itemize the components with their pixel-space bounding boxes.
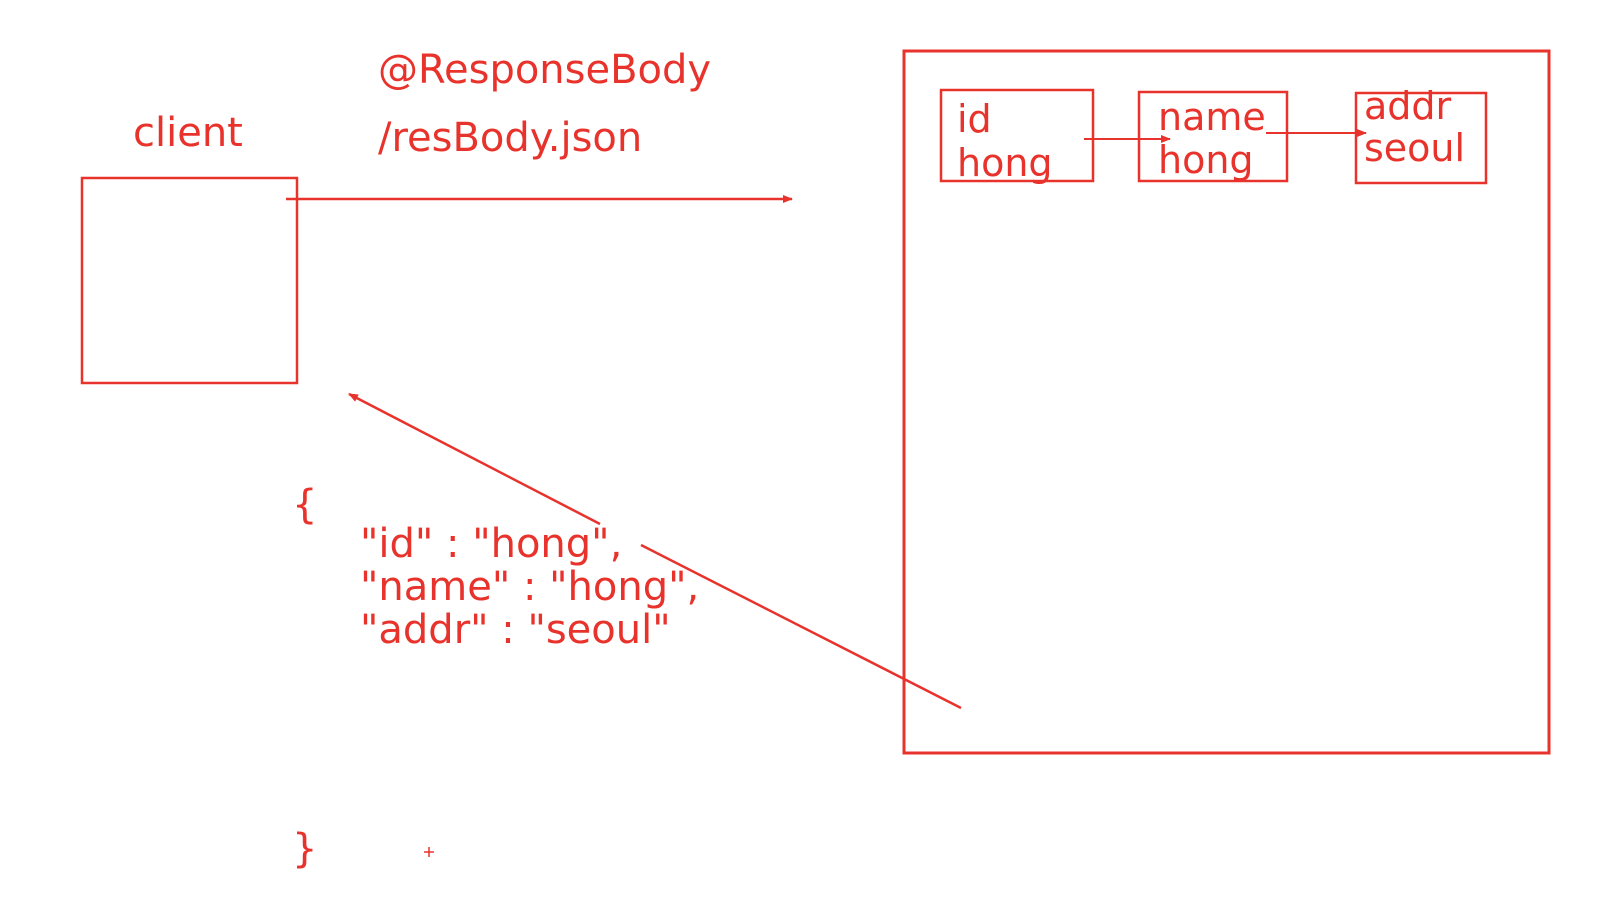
json-line-addr: "addr" : "seoul" — [360, 607, 671, 653]
node-addr-value: seoul — [1364, 126, 1466, 170]
server-container — [902, 49, 1551, 755]
node-id-key: id — [957, 97, 992, 141]
node-box-id — [939, 88, 1095, 183]
response-arrow-upper — [348, 392, 601, 526]
client-label: client — [133, 110, 243, 156]
json-close-brace: } — [292, 826, 318, 872]
node-name-value: hong — [1158, 138, 1254, 182]
client-box — [80, 176, 299, 385]
request-url-label: /resBody.json — [378, 115, 643, 161]
node-box-name — [1137, 90, 1289, 183]
node-id-value: hong — [957, 141, 1053, 185]
json-open-brace: { — [292, 482, 318, 528]
json-line-id: "id" : "hong", — [360, 521, 623, 567]
json-line-name: "name" : "hong", — [360, 564, 700, 610]
response-arrow-lower — [640, 543, 962, 710]
response-body-annotation: @ResponseBody — [378, 47, 712, 93]
node-box-addr — [1354, 91, 1488, 185]
node-name-key: name — [1158, 95, 1266, 139]
node-addr-key: addr — [1364, 84, 1452, 128]
